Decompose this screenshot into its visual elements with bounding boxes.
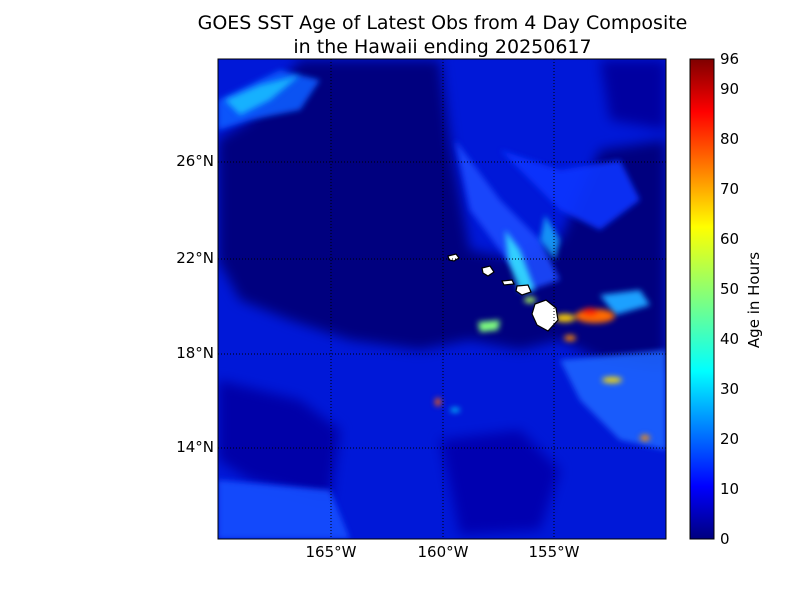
colorbar-tick-0: 0 [720,530,730,548]
older-obs-swaths [218,70,666,539]
recent-obs-regions [218,60,666,535]
colorbar [689,58,715,540]
graticule [218,59,666,539]
colorbar-tick-40: 40 [720,330,740,348]
lon-label-160w: 160°W [417,543,469,561]
lat-label-18n: 18°N [176,344,214,362]
hawaiian-islands [447,253,559,332]
colorbar-tick-80: 80 [720,130,740,148]
island-kauai [447,253,460,262]
lon-label-165w: 165°W [305,543,357,561]
map-frame [217,58,667,540]
oldest-obs-spots [435,297,650,441]
colorbar-tick-60: 60 [720,230,740,248]
colorbar-tick-20: 20 [720,430,740,448]
lat-label-14n: 14°N [176,438,214,456]
lat-label-26n: 26°N [176,152,214,170]
island-maui [515,284,532,296]
colorbar-label: Age in Hours [745,251,763,349]
colorbar-tick-70: 70 [720,180,740,198]
aged-obs-streaks [225,75,650,332]
colorbar-tick-96: 96 [720,50,740,68]
island-hawaii [531,299,559,332]
colorbar-tick-50: 50 [720,280,740,298]
lon-label-155w: 155°W [528,543,580,561]
island-molokai [501,279,515,286]
lat-label-22n: 22°N [176,249,214,267]
colorbar-tick-30: 30 [720,380,740,398]
colorbar-tick-90: 90 [720,80,740,98]
island-oahu [481,265,495,277]
map-title-line1: GOES SST Age of Latest Obs from 4 Day Co… [197,12,688,34]
sst-age-field [218,59,666,539]
colorbar-tick-10: 10 [720,480,740,498]
map-title-line2: in the Hawaii ending 20250617 [293,36,592,58]
